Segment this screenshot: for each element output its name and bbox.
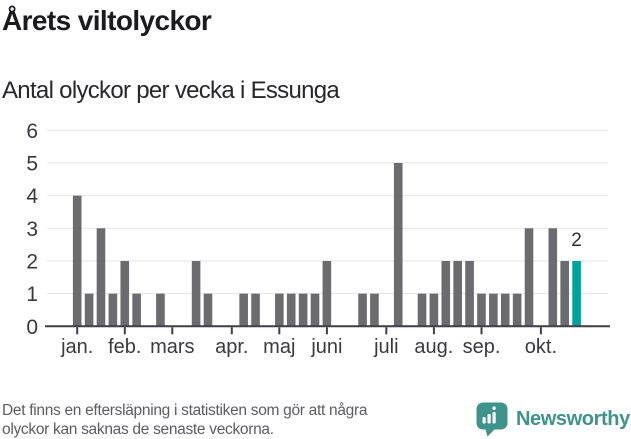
bar-week-32 [441, 260, 451, 327]
month-label-apr: apr. [215, 336, 248, 358]
month-label-sep: sep. [463, 336, 501, 358]
bar-week-19 [286, 293, 296, 327]
bar-week-15 [239, 293, 248, 327]
bar-week-37 [500, 293, 510, 327]
y-axis-label: 2 [26, 251, 38, 274]
month-label-mars: mars [150, 336, 194, 358]
newsworthy-logo-icon [476, 402, 508, 437]
newsworthy-logo[interactable]: Newsworthy [476, 402, 630, 437]
bar-week-36 [489, 293, 498, 327]
bar-week-20 [298, 293, 308, 327]
chart-title: Årets viltolyckor [2, 5, 212, 36]
bar-week-22 [322, 260, 332, 327]
y-axis-label: 3 [26, 218, 38, 241]
y-axis-label: 5 [26, 152, 38, 175]
footnote-line-2: olyckor kan saknas de senaste veckorna. [2, 420, 274, 438]
bar-week-30 [417, 293, 427, 327]
footnote-line-1: Det finns en eftersläpning i statistiken… [2, 402, 368, 419]
bar-week-8 [156, 293, 165, 327]
chart-subtitle: Antal olyckor per vecka i Essunga [2, 77, 340, 104]
month-label-maj: maj [263, 336, 295, 358]
bar-week-39 [524, 228, 534, 327]
y-axis-label: 6 [26, 120, 38, 143]
bar-week-2 [84, 293, 94, 327]
bar-week-12 [203, 293, 213, 327]
bar-week-25 [358, 293, 367, 327]
y-axis-label: 4 [26, 185, 38, 208]
bar-week-38 [512, 293, 522, 327]
bar-week-26 [370, 293, 379, 327]
bar-week-4 [108, 293, 118, 327]
bar-week-18 [275, 293, 284, 327]
month-label-feb: feb. [108, 336, 141, 358]
bar-week-42 [560, 260, 569, 327]
month-label-juli: juli [373, 336, 398, 358]
highlight-value-label: 2 [571, 230, 582, 251]
y-axis-label: 1 [26, 283, 38, 306]
bar-week-3 [96, 228, 106, 327]
y-axis-label: 0 [26, 316, 38, 339]
bar-week-34 [465, 260, 474, 327]
bar-week-33 [453, 260, 462, 327]
bar-week-35 [477, 293, 486, 327]
month-label-juni: juni [310, 336, 342, 358]
bar-week-43 [572, 260, 581, 327]
month-label-aug: aug. [414, 336, 453, 358]
bar-week-21 [310, 293, 320, 327]
bar-chart: 0 1 2 3 4 5 6 jan. feb. mars apr. maj juni juli aug. se… [26, 120, 610, 358]
newsworthy-logo-text: Newsworthy [516, 408, 630, 430]
bar-week-1 [72, 195, 82, 327]
bar-week-28 [393, 162, 403, 327]
footnote: Det finns en eftersläpning i statistiken… [2, 402, 367, 439]
bar-week-11 [191, 260, 201, 327]
bar-week-16 [251, 293, 260, 327]
bar-week-5 [120, 260, 130, 327]
bar-week-41 [548, 228, 558, 327]
bar-week-31 [429, 293, 439, 327]
month-label-okt: okt. [525, 336, 557, 358]
bar-week-6 [132, 293, 141, 327]
month-label-jan: jan. [60, 336, 93, 358]
